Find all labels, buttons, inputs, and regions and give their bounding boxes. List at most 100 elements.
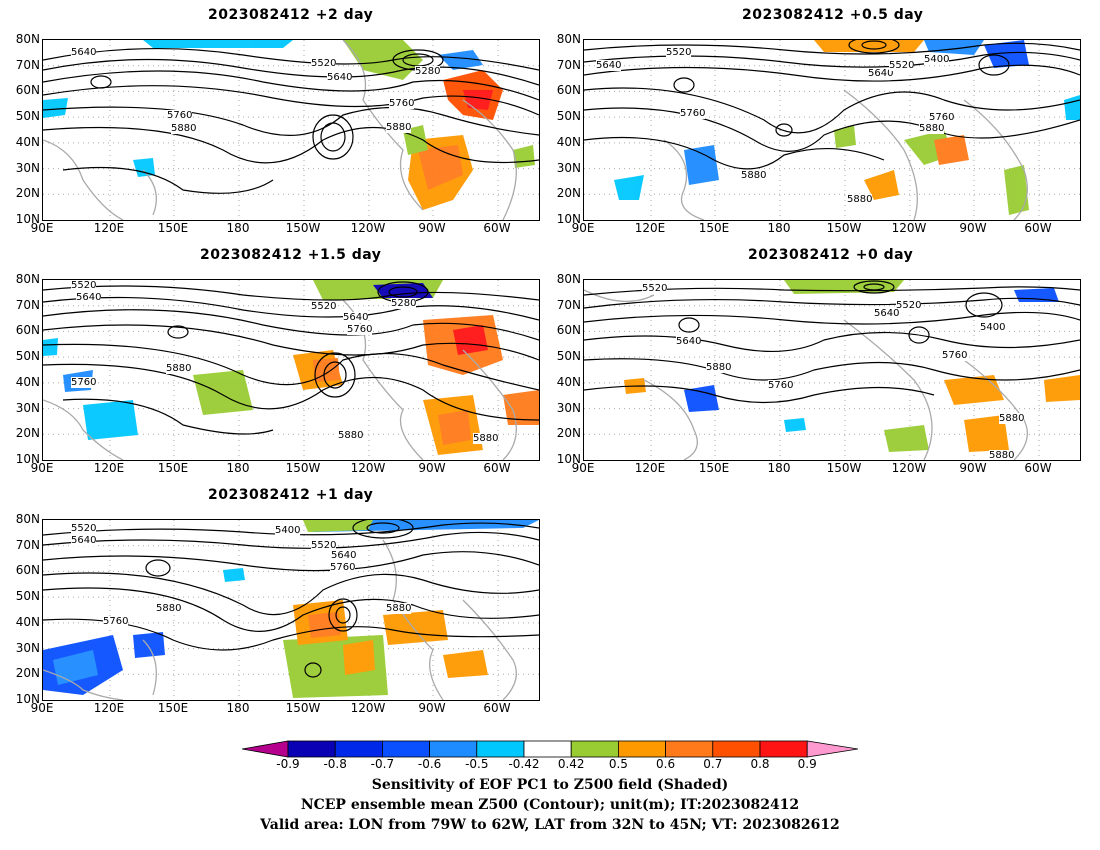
contour-label: 5400 <box>924 54 950 65</box>
colorbar-tick-label: 0.9 <box>797 757 817 771</box>
lat-label: 70N <box>556 57 581 72</box>
contour-label: 5520 <box>311 540 337 551</box>
lon-label: 90E <box>30 221 54 235</box>
lon-label: 120E <box>634 221 666 235</box>
panel-title-plus0: 2023082412 +0 day <box>748 247 914 263</box>
lon-label: 90E <box>30 461 54 475</box>
lat-label: 60N <box>15 563 40 578</box>
contour-label: 5400 <box>275 525 301 536</box>
colorbar-segment <box>665 740 714 758</box>
lon-label: 150W <box>285 221 321 235</box>
contour-label: 5880 <box>171 123 197 134</box>
shading <box>43 40 535 210</box>
map-panel-plus2: 5640 5520 5640 5280 5760 5760 5880 5880 <box>42 39 540 221</box>
colorbar-tick-label: -0.5 <box>465 757 489 771</box>
contour-label: 5760 <box>330 562 356 573</box>
lat-label: 50N <box>556 109 581 124</box>
colorbar-tick-label: -0.8 <box>323 757 347 771</box>
lon-label: 120E <box>93 221 125 235</box>
colorbar-tick-label: 0.6 <box>656 757 676 771</box>
lon-label: 150W <box>826 221 862 235</box>
contour-label: 5880 <box>989 450 1015 461</box>
lat-label: 30N <box>15 640 40 655</box>
lat-label: 20N <box>15 426 40 441</box>
lat-label: 10N <box>556 211 581 226</box>
lon-label: 90E <box>30 701 54 715</box>
lat-label: 30N <box>15 400 40 415</box>
contour-label: 5640 <box>327 72 353 83</box>
lat-label: 70N <box>15 57 40 72</box>
contour-label: 5640 <box>676 336 702 347</box>
lat-label: 80N <box>15 272 40 286</box>
contour-label: 5640 <box>71 47 97 58</box>
lat-label: 30N <box>556 400 581 415</box>
lon-label: 150E <box>157 701 189 715</box>
caption-line1: Sensitivity of EOF PC1 to Z500 field (Sh… <box>371 777 729 793</box>
lat-label: 70N <box>15 297 40 312</box>
lon-label: 120W <box>350 461 386 475</box>
contours <box>43 48 539 194</box>
panel-title-plus2: 2023082412 +2 day <box>208 7 374 23</box>
contour-label: 5880 <box>999 413 1025 424</box>
lon-label: 60W <box>1024 221 1052 235</box>
contour-label: 5280 <box>415 66 441 77</box>
colorbar-segment <box>617 740 666 758</box>
colorbar-tick-label: 0.8 <box>750 757 770 771</box>
colorbar-segment <box>429 740 478 758</box>
lat-label: 30N <box>15 160 40 175</box>
caption-line2: NCEP ensemble mean Z500 (Contour); unit(… <box>300 797 800 813</box>
lon-label: 150W <box>826 461 862 475</box>
lon-label: 120W <box>350 221 386 235</box>
colorbar-tick-label: -0.42 <box>508 757 540 771</box>
map-panel-plus0-5: 5520 5640 5640 5520 5400 5760 5880 5880 … <box>583 39 1081 221</box>
lon-label: 120E <box>93 701 125 715</box>
lat-label: 40N <box>556 374 581 389</box>
contour-label: 5760 <box>167 110 193 121</box>
lon-label: 90W <box>418 701 446 715</box>
lat-label: 10N <box>15 691 40 706</box>
colorbar <box>242 740 858 758</box>
contour-label: 5640 <box>874 308 900 319</box>
lon-label: 90W <box>418 461 446 475</box>
lat-label: 60N <box>556 323 581 338</box>
lon-label: 120E <box>93 461 125 475</box>
lat-label: 70N <box>556 297 581 312</box>
lat-label: 20N <box>15 186 40 201</box>
contour-label: 5640 <box>71 535 97 546</box>
lon-label: 150E <box>698 221 730 235</box>
lat-label: 60N <box>15 323 40 338</box>
lat-label: 60N <box>15 83 40 98</box>
contour-label: 5520 <box>642 283 668 294</box>
colorbar-segment <box>476 740 525 758</box>
lat-label: 40N <box>15 134 40 149</box>
lon-label: 120W <box>350 701 386 715</box>
contour-label: 5880 <box>166 363 192 374</box>
lon-label: 150E <box>157 221 189 235</box>
lon-label: 120W <box>891 461 927 475</box>
lon-label: 60W <box>1024 461 1052 475</box>
panel-title-plus1-5: 2023082412 +1.5 day <box>200 247 382 263</box>
contour-label: 5280 <box>391 298 417 309</box>
panel-title-plus0-5: 2023082412 +0.5 day <box>742 7 924 23</box>
colorbar-tick-label: -0.7 <box>370 757 395 771</box>
contour-label: 5880 <box>473 433 499 444</box>
lat-label: 50N <box>556 349 581 364</box>
colorbar-tick-label: 0.5 <box>608 757 628 771</box>
lon-label: 120W <box>891 221 927 235</box>
lon-label: 150W <box>285 701 321 715</box>
colorbar-segment <box>759 740 808 758</box>
lon-label: 60W <box>483 701 511 715</box>
lon-label: 180 <box>226 701 250 715</box>
lat-label: 40N <box>15 374 40 389</box>
lat-label: 30N <box>556 160 581 175</box>
map-panel-plus0: 5520 5520 5640 5400 5640 5880 5760 5760 … <box>583 279 1081 461</box>
lon-label: 180 <box>767 461 791 475</box>
contour-label: 5760 <box>768 380 794 391</box>
lat-label: 60N <box>556 83 581 98</box>
contour-label: 5520 <box>896 300 922 311</box>
lat-label: 20N <box>15 666 40 681</box>
caption-line3: Valid area: LON from 79W to 62W, LAT fro… <box>260 817 840 833</box>
contour-label: 5760 <box>929 112 955 123</box>
colorbar-high-extend <box>806 740 858 758</box>
contour-label: 5520 <box>666 47 692 58</box>
